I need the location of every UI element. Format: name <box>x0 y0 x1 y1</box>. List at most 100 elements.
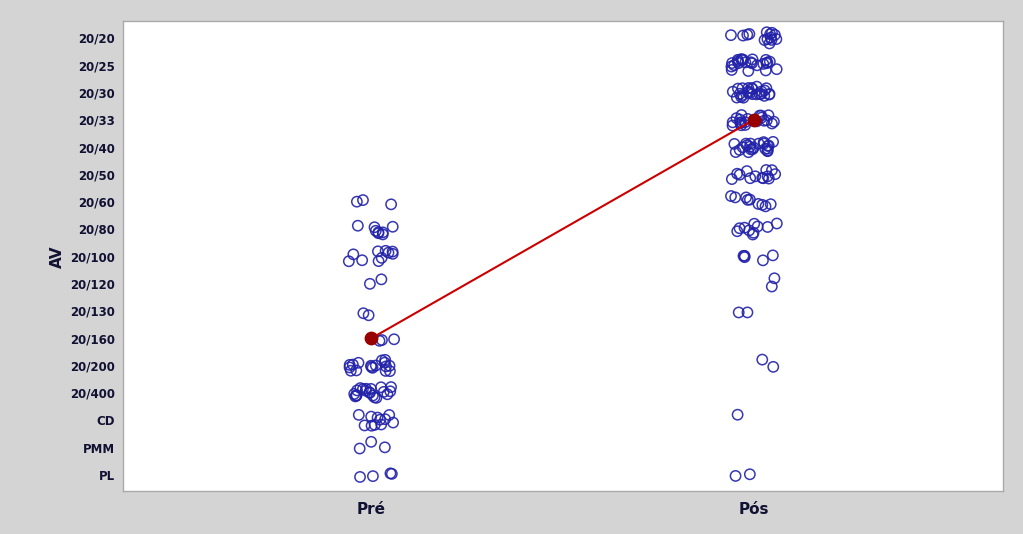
Point <box>754 174 770 182</box>
Point <box>746 115 762 124</box>
Point <box>737 121 753 129</box>
Point <box>744 90 760 98</box>
Point <box>759 223 775 231</box>
Point <box>742 470 758 478</box>
Point <box>742 89 758 97</box>
Point <box>765 117 782 126</box>
Point <box>363 334 380 342</box>
Point <box>758 56 774 64</box>
Point <box>731 224 748 232</box>
Point <box>726 61 743 69</box>
Point <box>741 84 757 92</box>
Point <box>724 88 741 96</box>
Point <box>759 146 775 155</box>
Point <box>381 411 397 419</box>
Point <box>723 66 740 74</box>
Point <box>746 219 762 228</box>
Point <box>735 84 751 92</box>
Point <box>385 249 401 258</box>
Point <box>376 443 393 452</box>
Point <box>759 35 775 43</box>
Point <box>366 393 383 402</box>
Point <box>763 282 780 291</box>
Point <box>349 391 365 399</box>
Point <box>730 59 747 67</box>
Point <box>756 139 772 148</box>
Point <box>723 175 740 183</box>
Point <box>762 33 779 42</box>
Point <box>373 254 390 262</box>
Point <box>346 390 362 398</box>
Point <box>758 28 774 36</box>
Point <box>759 116 775 124</box>
Point <box>369 413 386 422</box>
Point <box>759 147 775 155</box>
Point <box>758 166 774 174</box>
Point <box>739 167 755 175</box>
Point <box>727 148 744 156</box>
Point <box>760 142 776 150</box>
Point <box>742 143 758 151</box>
Point <box>728 114 745 122</box>
Point <box>749 61 765 69</box>
Point <box>735 32 751 40</box>
Point <box>745 85 761 93</box>
Point <box>341 257 357 265</box>
Point <box>727 193 744 202</box>
Point <box>729 411 746 419</box>
Point <box>350 222 366 230</box>
Point <box>753 112 769 120</box>
Point <box>755 174 771 183</box>
Point <box>735 91 751 99</box>
Point <box>364 364 381 372</box>
Point <box>361 388 377 397</box>
Point <box>373 420 390 429</box>
Point <box>729 57 746 66</box>
Point <box>742 174 758 183</box>
Point <box>364 391 381 400</box>
Point <box>766 30 783 39</box>
Point <box>741 148 757 156</box>
Point <box>759 172 775 180</box>
Point <box>356 421 372 430</box>
Point <box>371 415 388 424</box>
Point <box>371 336 388 345</box>
Point <box>377 367 394 375</box>
Point <box>755 256 771 265</box>
Point <box>342 363 358 372</box>
Point <box>380 390 396 398</box>
Point <box>723 192 740 200</box>
Point <box>757 202 773 210</box>
Point <box>363 384 380 393</box>
Point <box>352 473 368 481</box>
Point <box>732 118 749 127</box>
Point <box>729 84 746 93</box>
Point <box>762 30 779 38</box>
Point <box>377 362 394 371</box>
Point <box>740 308 756 317</box>
Point <box>763 36 780 44</box>
Point <box>360 311 376 319</box>
Point <box>762 57 779 66</box>
Point <box>730 308 747 317</box>
Point <box>768 219 785 228</box>
Point <box>373 336 390 344</box>
Point <box>733 55 750 64</box>
Point <box>347 392 363 400</box>
Point <box>737 252 753 260</box>
Point <box>741 226 757 234</box>
Point <box>736 252 752 260</box>
Point <box>349 386 365 395</box>
Point <box>355 196 371 205</box>
Point <box>355 385 371 394</box>
Point <box>742 195 758 204</box>
Point <box>738 193 754 202</box>
Point <box>731 90 748 98</box>
Point <box>756 116 772 125</box>
Point <box>731 170 748 179</box>
Point <box>756 86 772 95</box>
Point <box>741 87 757 96</box>
Point <box>758 59 774 67</box>
Point <box>367 226 384 235</box>
Y-axis label: AV: AV <box>49 245 64 268</box>
